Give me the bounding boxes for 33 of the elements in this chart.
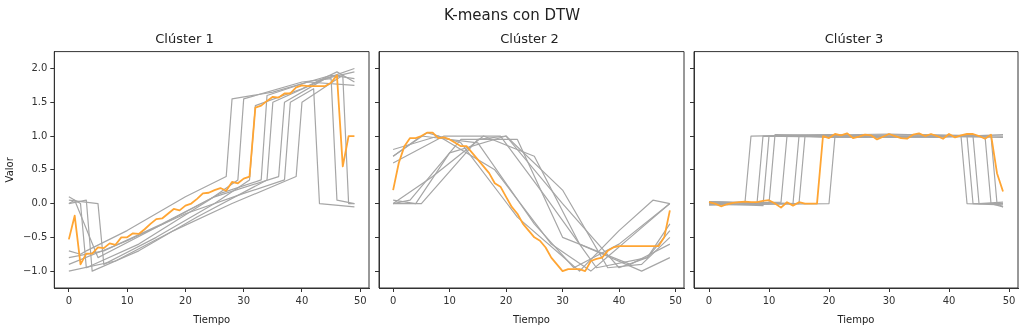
x-tick-label: 30 <box>556 294 569 306</box>
x-tick-label: 0 <box>65 294 73 306</box>
x-tick-label: 0 <box>705 294 713 306</box>
y-tick-label: 1.5 <box>31 95 48 107</box>
x-tick-label: 10 <box>120 294 134 306</box>
x-tick-label: 40 <box>612 294 626 306</box>
x-tick-label: 40 <box>942 294 956 306</box>
x-tick-label: 50 <box>353 294 367 306</box>
x-tick-label: 10 <box>762 294 776 306</box>
chart-title: Clúster 2 <box>500 31 559 47</box>
x-tick-label: 10 <box>443 294 456 306</box>
x-tick-label: 50 <box>669 294 682 306</box>
y-axis-title: Valor <box>3 156 15 183</box>
chart-title: Clúster 3 <box>824 31 884 47</box>
text: K-means con DTW <box>442 5 581 26</box>
x-tick-label: 50 <box>1002 294 1016 306</box>
x-axis-title: Tiempo <box>836 313 875 325</box>
y-tick-label: −1.0 <box>22 264 48 276</box>
x-tick-label: 0 <box>389 294 397 306</box>
y-tick-label: −0.5 <box>22 230 48 242</box>
y-tick-label: 0.5 <box>31 163 48 175</box>
y-tick-label: 0.0 <box>31 197 48 209</box>
chart-title: Clúster 1 <box>155 31 214 47</box>
x-axis-title: Tiempo <box>512 313 550 325</box>
x-axis-title: Tiempo <box>192 313 231 325</box>
x-tick-label: 20 <box>499 294 513 306</box>
x-tick-label: 20 <box>179 294 192 306</box>
x-tick-label: 30 <box>237 294 251 306</box>
x-tick-label: 20 <box>822 294 836 306</box>
x-tick-label: 40 <box>295 294 309 306</box>
y-tick-label: 2.0 <box>31 62 48 74</box>
x-tick-label: 30 <box>882 294 896 306</box>
y-tick-label: 1.0 <box>31 129 48 141</box>
